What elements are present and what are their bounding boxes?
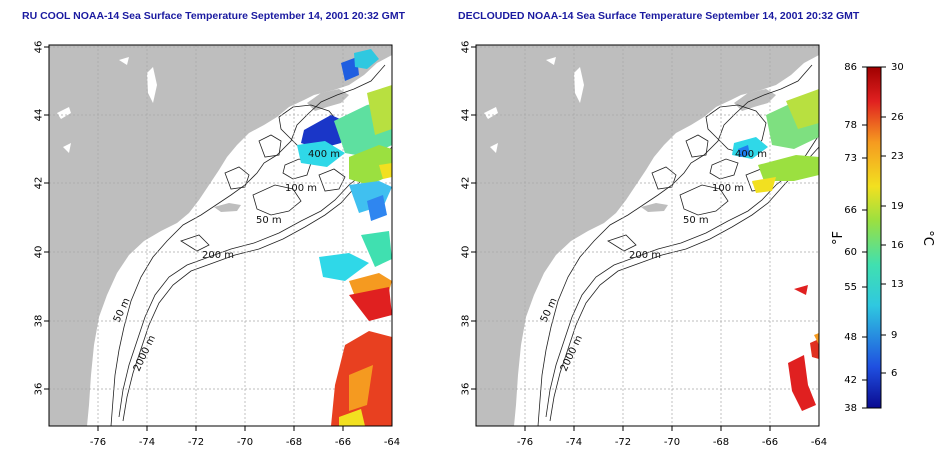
panel-left-map: 400 m 100 m 50 m 200 m 50 m 2000 m -76 -… bbox=[34, 41, 401, 448]
contour-label-400m: 400 m bbox=[735, 149, 767, 160]
lat-tick-38: 38 bbox=[461, 315, 472, 328]
lon-tick-76: -76 bbox=[517, 437, 533, 448]
contour-label-100m: 100 m bbox=[285, 183, 317, 194]
lat-tick-40: 40 bbox=[34, 246, 45, 259]
lon-tick-70: -70 bbox=[237, 437, 253, 448]
lon-tick-66: -66 bbox=[335, 437, 351, 448]
lat-tick-36: 36 bbox=[461, 383, 472, 396]
lat-tick-44: 44 bbox=[461, 109, 472, 122]
lat-tick-38: 38 bbox=[34, 315, 45, 328]
colorbar-c-tick-23: 23 bbox=[891, 151, 904, 162]
colorbar-f-tick-73: 73 bbox=[844, 153, 857, 164]
lon-tick-66: -66 bbox=[762, 437, 778, 448]
lon-tick-72: -72 bbox=[615, 437, 631, 448]
colorbar-c-tick-13: 13 bbox=[891, 279, 904, 290]
panel-right-title: DECLOUDED NOAA-14 Sea Surface Temperatur… bbox=[458, 10, 860, 22]
lon-tick-76: -76 bbox=[90, 437, 106, 448]
lat-tick-40: 40 bbox=[461, 246, 472, 259]
contour-label-400m: 400 m bbox=[308, 149, 340, 160]
lon-tick-68: -68 bbox=[286, 437, 302, 448]
colorbar-gradient bbox=[866, 66, 882, 409]
lon-tick-72: -72 bbox=[188, 437, 204, 448]
colorbar-c-tick-19: 19 bbox=[891, 201, 904, 212]
sst-patches-right bbox=[732, 89, 819, 411]
colorbar-celsius-label: °C bbox=[920, 230, 935, 246]
colorbar-c-tick-6: 6 bbox=[891, 368, 897, 379]
lon-tick-68: -68 bbox=[713, 437, 729, 448]
colorbar: 86 78 73 66 60 55 48 42 38 30 26 23 19 1… bbox=[831, 62, 935, 414]
colorbar-f-tick-42: 42 bbox=[844, 375, 857, 386]
colorbar-fahrenheit-label: °F bbox=[831, 231, 846, 245]
lat-tick-42: 42 bbox=[461, 177, 472, 190]
lat-tick-42: 42 bbox=[34, 177, 45, 190]
lat-tick-46: 46 bbox=[461, 41, 472, 54]
colorbar-c-tick-26: 26 bbox=[891, 112, 904, 123]
lat-tick-44: 44 bbox=[34, 109, 45, 122]
panel-left-title: RU COOL NOAA-14 Sea Surface Temperature … bbox=[22, 10, 406, 22]
colorbar-f-tick-78: 78 bbox=[844, 120, 857, 131]
colorbar-f-tick-55: 55 bbox=[844, 282, 857, 293]
contour-label-200m: 200 m bbox=[202, 250, 234, 261]
lon-tick-74: -74 bbox=[139, 437, 155, 448]
lon-tick-64: -64 bbox=[384, 437, 400, 448]
contour-label-50m: 50 m bbox=[683, 215, 709, 226]
colorbar-c-tick-30: 30 bbox=[891, 62, 904, 73]
sst-patches-left bbox=[297, 49, 392, 426]
contour-label-100m: 100 m bbox=[712, 183, 744, 194]
colorbar-f-tick-60: 60 bbox=[844, 247, 857, 258]
lat-tick-46: 46 bbox=[34, 41, 45, 54]
colorbar-f-tick-66: 66 bbox=[844, 205, 857, 216]
colorbar-f-tick-86: 86 bbox=[844, 62, 857, 73]
lon-tick-70: -70 bbox=[664, 437, 680, 448]
lon-tick-74: -74 bbox=[566, 437, 582, 448]
panel-right-map: 400 m 100 m 50 m 200 m 50 m 2000 m -76 -… bbox=[461, 41, 828, 448]
lat-tick-36: 36 bbox=[34, 383, 45, 396]
lon-tick-64: -64 bbox=[811, 437, 827, 448]
colorbar-c-tick-9: 9 bbox=[891, 330, 897, 341]
colorbar-f-tick-48: 48 bbox=[844, 332, 857, 343]
colorbar-c-tick-16: 16 bbox=[891, 240, 904, 251]
colorbar-f-tick-38: 38 bbox=[844, 403, 857, 414]
contour-label-200m: 200 m bbox=[629, 250, 661, 261]
contour-label-50m: 50 m bbox=[256, 215, 282, 226]
